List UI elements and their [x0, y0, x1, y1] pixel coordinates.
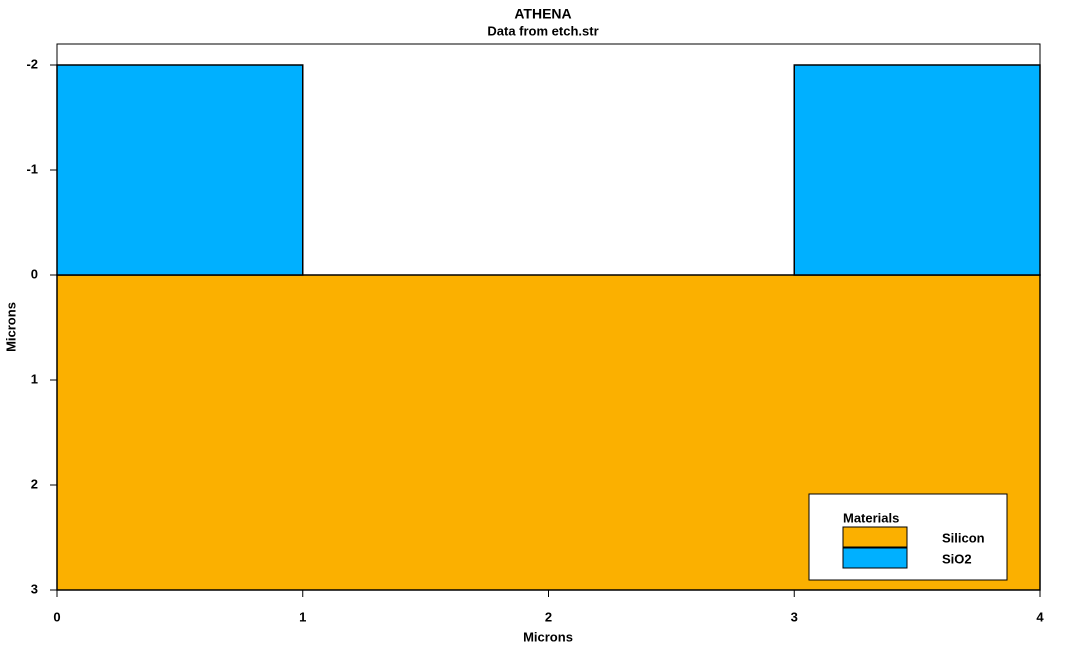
legend-label: Silicon [942, 530, 985, 545]
chart-title: ATHENA [514, 6, 571, 22]
legend-swatch [842, 526, 908, 548]
y-tick-label: -1 [26, 161, 38, 176]
x-tick-label: 0 [53, 609, 60, 624]
material-region [793, 64, 1041, 276]
y-axis-label: Microns [3, 302, 18, 352]
y-tick-label: -2 [26, 56, 38, 71]
y-tick-label: 0 [31, 266, 38, 281]
y-tick-label: 3 [31, 581, 38, 596]
material-region [56, 64, 304, 276]
x-tick-label: 3 [791, 609, 798, 624]
legend-title: Materials [843, 510, 899, 525]
plot-area [56, 43, 1041, 591]
legend-label: SiO2 [942, 551, 972, 566]
x-tick-label: 2 [545, 609, 552, 624]
y-tick-label: 1 [31, 371, 38, 386]
x-axis-label: Microns [523, 629, 573, 644]
legend-box [808, 493, 1008, 581]
x-tick-label: 1 [299, 609, 306, 624]
chart-subtitle: Data from etch.str [487, 23, 598, 38]
legend-swatch [842, 547, 908, 569]
y-tick-label: 2 [31, 476, 38, 491]
x-tick-label: 4 [1036, 609, 1044, 624]
